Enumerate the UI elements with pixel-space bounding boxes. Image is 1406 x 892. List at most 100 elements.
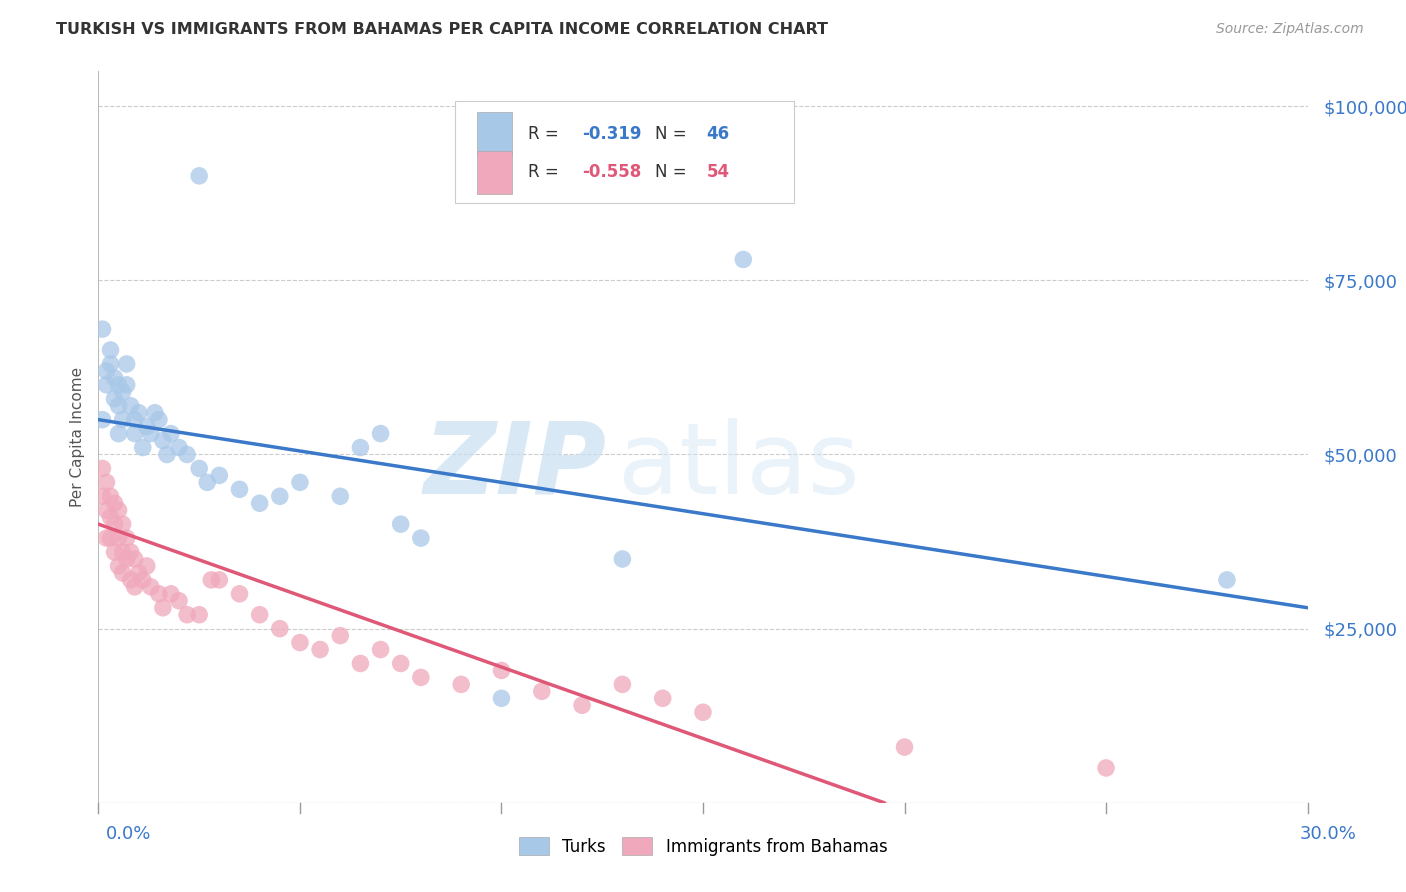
Point bbox=[124, 552, 146, 566]
Point bbox=[167, 441, 190, 455]
Point bbox=[288, 635, 311, 649]
Point bbox=[329, 629, 352, 643]
Point bbox=[107, 377, 129, 392]
Text: N =: N = bbox=[655, 163, 692, 181]
Text: -0.558: -0.558 bbox=[582, 163, 641, 181]
Y-axis label: Per Capita Income: Per Capita Income bbox=[69, 367, 84, 508]
Point bbox=[100, 343, 122, 357]
Point bbox=[139, 580, 162, 594]
Point bbox=[100, 357, 122, 371]
Point bbox=[370, 642, 392, 657]
Point bbox=[91, 412, 114, 426]
Point bbox=[120, 399, 142, 413]
Point bbox=[124, 426, 146, 441]
Point bbox=[111, 412, 134, 426]
Point bbox=[249, 496, 271, 510]
Point bbox=[370, 426, 392, 441]
Point bbox=[115, 531, 138, 545]
Point bbox=[124, 580, 146, 594]
Point bbox=[115, 377, 138, 392]
Point bbox=[156, 448, 179, 462]
Point bbox=[100, 531, 122, 545]
Point bbox=[530, 684, 553, 698]
Point bbox=[135, 558, 157, 573]
Point bbox=[148, 412, 170, 426]
Point bbox=[200, 573, 222, 587]
Point bbox=[160, 426, 183, 441]
Point bbox=[152, 434, 174, 448]
Point bbox=[111, 517, 134, 532]
Point bbox=[103, 496, 125, 510]
Point bbox=[733, 252, 755, 267]
Text: 0.0%: 0.0% bbox=[105, 825, 150, 843]
Point bbox=[228, 587, 250, 601]
Point bbox=[96, 377, 118, 392]
Point bbox=[111, 384, 134, 399]
Text: N =: N = bbox=[655, 125, 692, 143]
Point bbox=[107, 531, 129, 545]
Point bbox=[132, 441, 155, 455]
Point bbox=[491, 691, 513, 706]
Point bbox=[120, 545, 142, 559]
Point bbox=[115, 357, 138, 371]
Point bbox=[96, 364, 118, 378]
Point bbox=[188, 461, 211, 475]
Point bbox=[111, 545, 134, 559]
Text: R =: R = bbox=[527, 125, 564, 143]
Point bbox=[152, 600, 174, 615]
FancyBboxPatch shape bbox=[477, 112, 512, 155]
Point bbox=[103, 517, 125, 532]
Point bbox=[107, 399, 129, 413]
Point bbox=[1216, 573, 1239, 587]
Point bbox=[103, 545, 125, 559]
Point bbox=[107, 426, 129, 441]
Point bbox=[389, 517, 412, 532]
Text: 54: 54 bbox=[707, 163, 730, 181]
Point bbox=[176, 448, 198, 462]
Point bbox=[692, 705, 714, 719]
Point bbox=[96, 531, 118, 545]
Point bbox=[612, 552, 634, 566]
Point bbox=[571, 698, 593, 713]
Point bbox=[100, 510, 122, 524]
Point bbox=[409, 670, 432, 684]
Text: -0.319: -0.319 bbox=[582, 125, 641, 143]
Point bbox=[389, 657, 412, 671]
Point bbox=[893, 740, 915, 755]
Point bbox=[329, 489, 352, 503]
FancyBboxPatch shape bbox=[477, 151, 512, 194]
Point bbox=[115, 552, 138, 566]
Point bbox=[309, 642, 332, 657]
Point bbox=[208, 573, 231, 587]
Point bbox=[120, 573, 142, 587]
Point bbox=[450, 677, 472, 691]
Point bbox=[111, 566, 134, 580]
Point bbox=[349, 657, 371, 671]
Point bbox=[135, 419, 157, 434]
Legend: Turks, Immigrants from Bahamas: Turks, Immigrants from Bahamas bbox=[510, 830, 896, 864]
FancyBboxPatch shape bbox=[456, 101, 793, 203]
Point bbox=[103, 371, 125, 385]
Point bbox=[107, 503, 129, 517]
Point bbox=[195, 475, 218, 490]
Point bbox=[491, 664, 513, 678]
Point bbox=[176, 607, 198, 622]
Point bbox=[349, 441, 371, 455]
Text: atlas: atlas bbox=[619, 417, 860, 515]
Point bbox=[651, 691, 673, 706]
Point bbox=[124, 412, 146, 426]
Text: Source: ZipAtlas.com: Source: ZipAtlas.com bbox=[1216, 22, 1364, 37]
Point bbox=[128, 566, 150, 580]
Point bbox=[409, 531, 432, 545]
Text: TURKISH VS IMMIGRANTS FROM BAHAMAS PER CAPITA INCOME CORRELATION CHART: TURKISH VS IMMIGRANTS FROM BAHAMAS PER C… bbox=[56, 22, 828, 37]
Point bbox=[160, 587, 183, 601]
Point bbox=[188, 169, 211, 183]
Point bbox=[612, 677, 634, 691]
Point bbox=[107, 558, 129, 573]
Text: 46: 46 bbox=[707, 125, 730, 143]
Point bbox=[269, 489, 291, 503]
Point bbox=[228, 483, 250, 497]
Point bbox=[249, 607, 271, 622]
Point bbox=[103, 392, 125, 406]
Point bbox=[132, 573, 155, 587]
